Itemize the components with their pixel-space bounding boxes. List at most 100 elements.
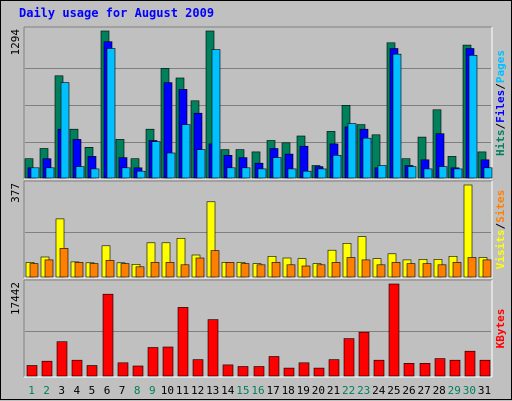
bar-pages-day-16 (257, 168, 267, 179)
legend-entry: Files (494, 90, 507, 123)
bar-sites-day-11 (180, 264, 190, 278)
bar-sites-day-2 (44, 259, 54, 278)
bar-pages-day-19 (302, 170, 312, 179)
x-tick-label-19: 19 (297, 384, 310, 397)
bar-sites-day-22 (346, 257, 356, 278)
panel-kbytes: 17442 KBytes (9, 279, 507, 378)
bar-kbytes-day-1 (26, 365, 38, 377)
x-tick-label-30: 30 (463, 384, 476, 397)
bar-pages-day-14 (226, 167, 236, 179)
bar-sites-day-7 (120, 263, 130, 278)
bar-pages-day-7 (121, 167, 131, 179)
x-tick-label-12: 12 (191, 384, 204, 397)
bar-sites-day-27 (422, 263, 432, 278)
bar-sites-day-14 (225, 262, 235, 278)
x-tick-label-16: 16 (251, 384, 264, 397)
bar-kbytes-day-24 (373, 359, 385, 377)
bar-pages-day-12 (196, 149, 206, 179)
bar-kbytes-day-18 (283, 367, 295, 377)
x-tick-label-25: 25 (387, 384, 400, 397)
bar-kbytes-day-16 (253, 366, 265, 377)
legend-visits-sites: Visits/Sites (494, 190, 507, 270)
bar-sites-day-1 (29, 263, 39, 278)
bar-kbytes-day-30 (464, 350, 476, 377)
y-max-label: 17442 (9, 282, 22, 315)
bar-sites-day-21 (331, 262, 341, 278)
bar-pages-day-17 (272, 157, 282, 179)
bar-sites-day-8 (135, 266, 145, 278)
bar-kbytes-day-21 (328, 359, 340, 377)
x-tick-label-27: 27 (417, 384, 430, 397)
x-tick-label-6: 6 (104, 384, 111, 397)
x-tick-label-5: 5 (89, 384, 96, 397)
bar-sites-day-15 (240, 263, 250, 278)
x-tick-label-15: 15 (236, 384, 249, 397)
bar-pages-day-25 (392, 53, 402, 179)
x-tick-label-23: 23 (357, 384, 370, 397)
bar-kbytes-day-5 (86, 365, 98, 377)
bar-kbytes-day-26 (403, 362, 415, 377)
legend-entry: Hits (494, 130, 507, 157)
bar-kbytes-day-27 (419, 362, 431, 377)
legend-entry: / (494, 223, 507, 230)
legend-entry: / (494, 83, 507, 90)
bar-pages-day-23 (362, 137, 372, 179)
legend-kbytes: KBytes (494, 309, 507, 349)
bar-kbytes-day-3 (56, 341, 68, 377)
bar-kbytes-day-10 (162, 346, 174, 377)
bar-pages-day-28 (438, 166, 448, 179)
x-tick-label-28: 28 (433, 384, 446, 397)
bar-kbytes-day-13 (207, 319, 219, 377)
bar-pages-day-11 (181, 124, 191, 179)
x-tick-label-7: 7 (119, 384, 126, 397)
bar-pages-day-18 (287, 168, 297, 179)
bar-sites-day-19 (301, 265, 311, 278)
bar-pages-day-30 (468, 54, 478, 179)
bar-sites-day-9 (150, 262, 160, 278)
bar-sites-day-29 (452, 262, 462, 278)
x-tick-label-24: 24 (372, 384, 386, 397)
bar-kbytes-day-20 (313, 367, 325, 377)
panel-visits-sites: 377 Visits/Sites (9, 180, 507, 279)
bar-sites-day-12 (195, 257, 205, 278)
bar-kbytes-day-19 (298, 362, 310, 377)
x-tick-label-31: 31 (478, 384, 491, 397)
x-tick-label-11: 11 (176, 384, 189, 397)
bar-pages-day-5 (90, 168, 100, 179)
bar-pages-day-4 (75, 166, 85, 179)
bar-kbytes-day-28 (434, 358, 446, 377)
bar-sites-day-3 (59, 248, 69, 278)
bar-pages-day-15 (241, 167, 251, 179)
bar-kbytes-day-25 (388, 283, 400, 377)
bar-pages-day-20 (317, 168, 327, 179)
chart-title: Daily usage for August 2009 (19, 6, 215, 20)
bar-sites-day-23 (361, 259, 371, 278)
bar-sites-day-4 (74, 262, 84, 278)
y-max-label: 1294 (9, 29, 22, 56)
bar-kbytes-day-8 (132, 365, 144, 377)
bar-sites-day-24 (376, 264, 386, 278)
legend-entry: KBytes (494, 309, 507, 349)
bar-kbytes-day-23 (358, 331, 370, 377)
bar-pages-day-29 (453, 168, 463, 179)
x-tick-label-29: 29 (448, 384, 461, 397)
bar-sites-day-10 (165, 262, 175, 278)
x-tick-label-18: 18 (282, 384, 295, 397)
legend-entry: Visits (494, 230, 507, 270)
bar-kbytes-day-11 (177, 307, 189, 377)
bar-pages-day-2 (45, 167, 55, 179)
bar-sites-day-20 (316, 264, 326, 278)
bar-sites-day-16 (256, 264, 266, 278)
bar-pages-day-31 (483, 167, 493, 179)
bar-kbytes-day-15 (237, 366, 249, 377)
bar-sites-day-26 (406, 263, 416, 278)
x-tick-label-9: 9 (149, 384, 156, 397)
bar-sites-day-30 (467, 257, 477, 278)
panel-background (24, 280, 492, 377)
bar-pages-day-24 (377, 165, 387, 179)
bar-sites-day-25 (391, 262, 401, 278)
x-tick-label-20: 20 (312, 384, 325, 397)
bar-kbytes-day-14 (222, 364, 234, 377)
